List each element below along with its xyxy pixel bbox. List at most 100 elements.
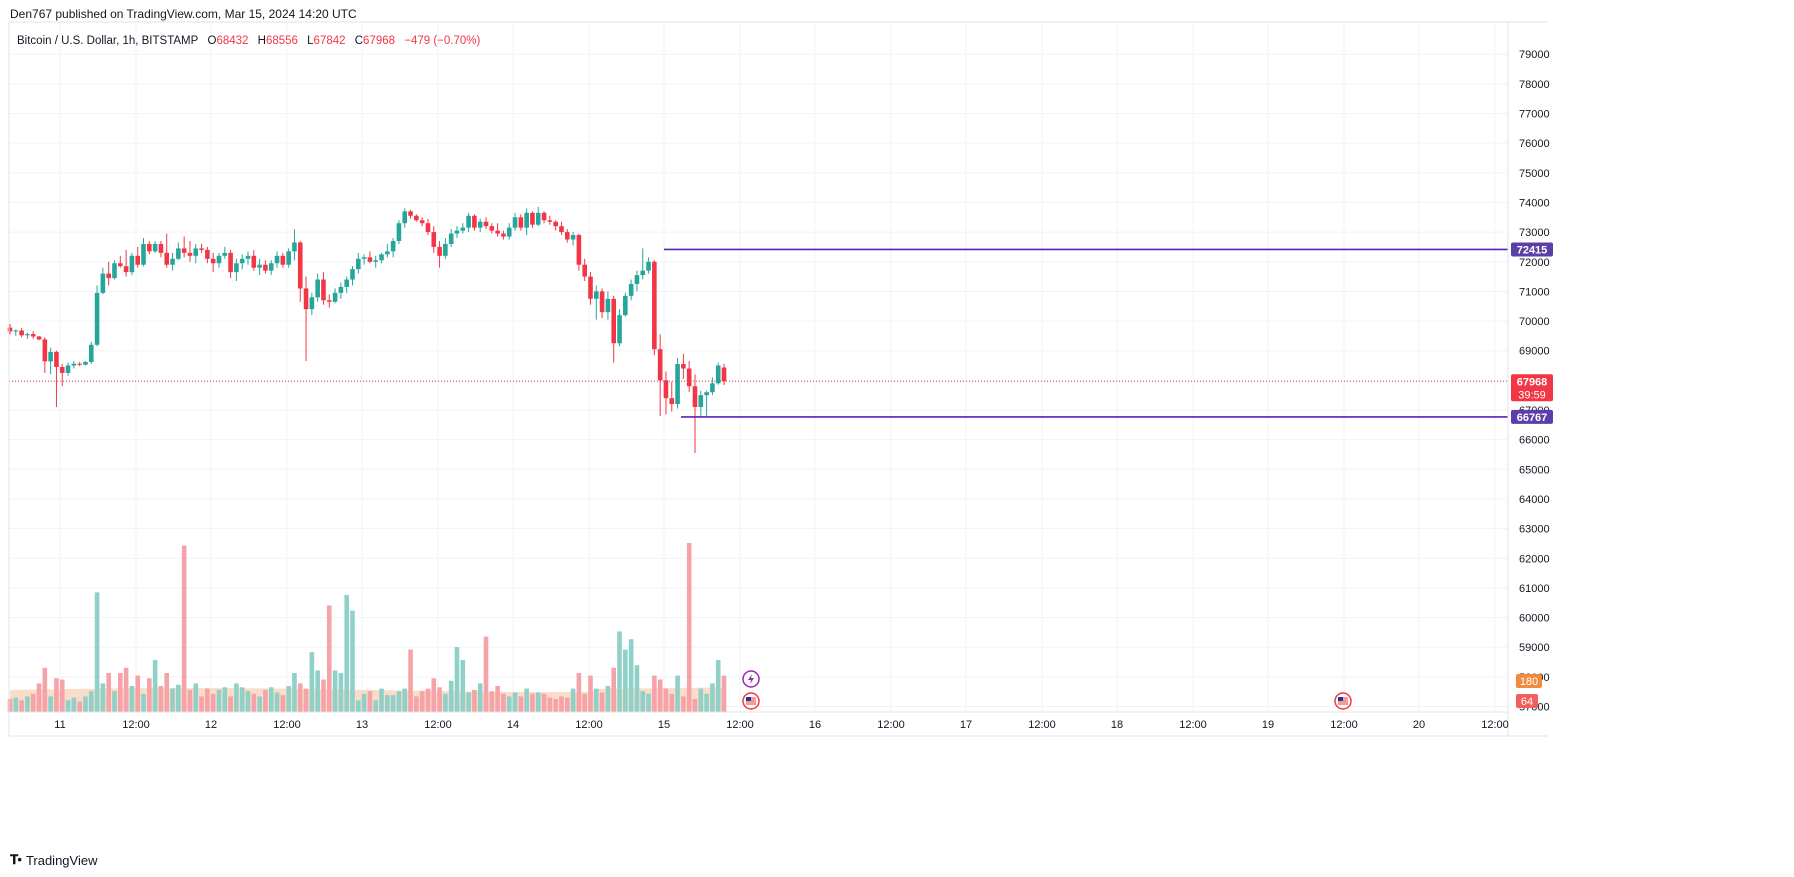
us-flag-event-icon[interactable] bbox=[1334, 692, 1352, 710]
candle-body bbox=[530, 212, 535, 225]
volume-bar bbox=[141, 693, 146, 712]
volume-bar bbox=[437, 687, 442, 712]
volume-bar bbox=[483, 636, 489, 712]
candle-body bbox=[251, 255, 257, 268]
volume-bar bbox=[454, 647, 460, 712]
volume-bar bbox=[663, 688, 669, 712]
volume-bar bbox=[541, 693, 547, 712]
volume-bar bbox=[704, 693, 709, 712]
volume-bar bbox=[100, 683, 106, 712]
publish-info: Den767 published on TradingView.com, Mar… bbox=[10, 7, 357, 21]
volume-bar bbox=[263, 689, 268, 712]
candle-body bbox=[390, 240, 396, 252]
candle-body bbox=[292, 242, 297, 252]
volume-bar bbox=[512, 692, 518, 712]
candle-body bbox=[123, 266, 129, 273]
volume-bar bbox=[303, 688, 309, 712]
x-tick-label: 12:00 bbox=[1028, 719, 1056, 731]
y-tick-label: 63000 bbox=[1519, 524, 1550, 536]
y-tick-label: 77000 bbox=[1519, 109, 1550, 121]
volume-bar bbox=[715, 660, 721, 712]
volume-bar bbox=[65, 700, 71, 712]
y-tick-label: 75000 bbox=[1519, 168, 1550, 180]
candle-body bbox=[657, 349, 663, 381]
candle-body bbox=[611, 298, 617, 344]
volume-bar bbox=[576, 673, 582, 712]
y-tick-label: 79000 bbox=[1519, 49, 1550, 61]
candle-body bbox=[535, 212, 541, 225]
tradingview-brand[interactable]: 𝐓• TradingView bbox=[10, 852, 97, 868]
x-tick-label: 18 bbox=[1111, 719, 1123, 731]
volume-label: 64 bbox=[1521, 696, 1533, 708]
volume-bar bbox=[698, 688, 704, 712]
volume-bar bbox=[326, 605, 332, 712]
candle-body bbox=[414, 215, 419, 221]
flash-event-icon[interactable] bbox=[742, 670, 760, 688]
flag-icon-canton bbox=[746, 697, 751, 701]
candle-body bbox=[245, 255, 251, 259]
volume-bar bbox=[205, 688, 210, 712]
candle-body bbox=[94, 292, 100, 345]
volume-bar bbox=[251, 693, 257, 712]
volume-bar bbox=[669, 693, 675, 712]
candle-body bbox=[715, 365, 721, 384]
volume-bar bbox=[257, 696, 262, 712]
candle-body bbox=[495, 230, 500, 234]
volume-bar bbox=[356, 700, 361, 712]
volume-bar bbox=[83, 696, 88, 712]
volume-bar bbox=[181, 545, 187, 712]
y-tick-label: 61000 bbox=[1519, 583, 1550, 595]
candle-body bbox=[25, 334, 30, 336]
candle-body bbox=[176, 248, 181, 259]
volume-bar bbox=[367, 691, 373, 712]
low-label: L bbox=[307, 35, 314, 47]
volume-bar bbox=[106, 673, 111, 712]
volume-bar bbox=[321, 679, 326, 712]
candle-body bbox=[698, 395, 704, 408]
candle-body bbox=[704, 392, 709, 396]
last-price-label-bg bbox=[1511, 374, 1553, 402]
candle-body bbox=[547, 220, 553, 222]
candle-body bbox=[681, 364, 686, 369]
last-price-label: 67968 bbox=[1517, 376, 1548, 388]
candle-body bbox=[158, 243, 164, 253]
volume-bar bbox=[530, 693, 535, 712]
candle-body bbox=[564, 232, 570, 240]
volume-bar bbox=[268, 687, 274, 712]
candle-body bbox=[559, 226, 564, 233]
volume-bar bbox=[7, 699, 13, 712]
volume-bar bbox=[385, 695, 390, 712]
volume-bar bbox=[559, 696, 564, 712]
volume-bar bbox=[315, 670, 320, 712]
high-label: H bbox=[257, 35, 266, 47]
candle-body bbox=[71, 363, 77, 366]
candle-body bbox=[419, 220, 425, 224]
candle-body bbox=[350, 269, 355, 280]
candle-body bbox=[512, 217, 518, 228]
volume-bar bbox=[460, 660, 466, 712]
x-tick-label: 12:00 bbox=[122, 719, 150, 731]
high-value: 68556 bbox=[265, 35, 298, 47]
candle-body bbox=[280, 255, 286, 265]
candle-body bbox=[634, 275, 640, 284]
candle-body bbox=[234, 263, 239, 273]
candle-body bbox=[315, 279, 320, 298]
symbol-title: Bitcoin / U.S. Dollar, 1h, BITSTAMP bbox=[17, 35, 199, 47]
volume-bar bbox=[570, 688, 576, 712]
candle-body bbox=[338, 286, 344, 293]
candle-body bbox=[408, 211, 413, 216]
candle-body bbox=[431, 232, 437, 247]
candle-body bbox=[36, 336, 42, 340]
us-flag-event-icon[interactable] bbox=[742, 692, 760, 710]
volume-bar bbox=[309, 652, 315, 712]
candle-body bbox=[83, 361, 88, 365]
candle-body bbox=[54, 351, 59, 368]
candle-body bbox=[297, 242, 303, 289]
volume-bar bbox=[210, 693, 216, 712]
open-label: O bbox=[207, 35, 217, 47]
volume-bar bbox=[553, 699, 558, 712]
volume-bar bbox=[193, 683, 199, 712]
volume-bar bbox=[623, 649, 628, 712]
candle-body bbox=[193, 248, 199, 256]
